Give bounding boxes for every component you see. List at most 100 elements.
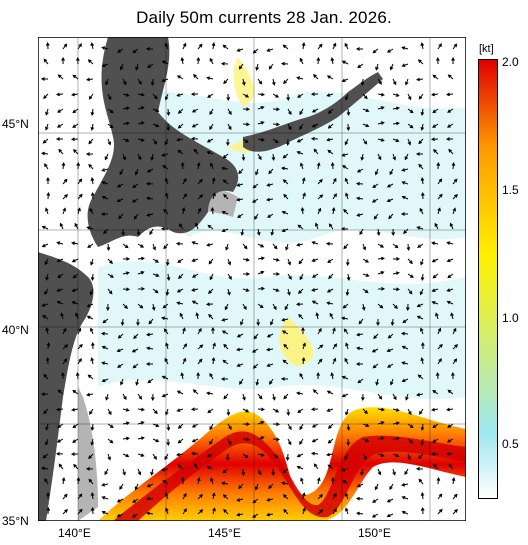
current-arrow xyxy=(447,108,454,113)
current-arrow xyxy=(344,138,349,146)
current-arrow xyxy=(355,181,364,186)
current-arrow xyxy=(222,179,229,185)
current-arrow xyxy=(311,108,319,113)
current-arrow xyxy=(208,258,214,265)
current-arrow xyxy=(100,331,109,336)
current-arrow xyxy=(182,327,186,335)
current-arrow xyxy=(152,453,157,460)
current-arrow xyxy=(191,241,199,245)
current-arrow xyxy=(131,348,139,353)
current-arrow xyxy=(327,149,334,155)
current-arrow xyxy=(223,393,229,400)
current-arrow xyxy=(447,389,454,395)
current-arrow xyxy=(241,468,246,477)
current-arrow xyxy=(317,327,322,335)
y-tick-45n: 45°N xyxy=(2,117,29,131)
current-arrow xyxy=(257,453,265,457)
current-arrow xyxy=(209,423,214,431)
current-arrow xyxy=(137,78,142,85)
current-arrow xyxy=(206,465,214,470)
current-arrow xyxy=(314,222,319,230)
current-arrow xyxy=(146,168,154,173)
grid-lines xyxy=(38,37,466,521)
current-arrow xyxy=(90,341,95,350)
current-arrow xyxy=(193,148,199,155)
current-arrow xyxy=(101,496,109,500)
current-arrow xyxy=(88,478,94,485)
current-arrow xyxy=(297,224,304,230)
current-arrow xyxy=(392,106,400,111)
current-arrow xyxy=(400,212,409,216)
current-arrow xyxy=(70,452,79,456)
current-arrow xyxy=(46,491,50,500)
current-arrow xyxy=(452,178,458,185)
current-arrow xyxy=(341,393,349,398)
current-arrow xyxy=(137,393,143,400)
current-arrow xyxy=(101,361,109,365)
current-arrow xyxy=(103,228,109,235)
current-arrow xyxy=(137,271,145,275)
current-arrow xyxy=(71,407,79,412)
current-arrow xyxy=(332,508,337,515)
current-arrow xyxy=(301,357,306,365)
current-arrow xyxy=(257,243,265,248)
current-arrow xyxy=(432,123,439,128)
current-arrow xyxy=(402,318,409,324)
current-arrow xyxy=(57,423,64,428)
current-arrow xyxy=(299,372,304,380)
current-arrow xyxy=(377,106,385,110)
current-arrow xyxy=(55,137,64,141)
current-arrow xyxy=(179,312,184,320)
current-arrow xyxy=(74,222,79,230)
current-arrow xyxy=(211,326,215,335)
current-arrow xyxy=(191,258,199,262)
current-arrow xyxy=(106,243,111,251)
current-arrow xyxy=(131,198,139,203)
current-arrow xyxy=(332,327,336,335)
current-arrow xyxy=(43,373,49,380)
current-arrow xyxy=(287,438,292,446)
current-arrow xyxy=(432,149,439,155)
current-arrow xyxy=(72,438,79,443)
current-arrow xyxy=(355,496,364,501)
current-arrow xyxy=(44,438,49,446)
current-arrow xyxy=(431,300,439,305)
current-arrow xyxy=(346,108,351,117)
current-arrow xyxy=(206,391,214,396)
current-arrow xyxy=(227,123,232,131)
current-arrow xyxy=(374,168,379,176)
current-arrow xyxy=(145,47,154,51)
current-arrow xyxy=(257,106,265,110)
current-arrow xyxy=(55,92,64,97)
current-arrow xyxy=(190,136,199,141)
current-arrow xyxy=(345,192,349,200)
current-arrow xyxy=(105,303,110,312)
current-arrow xyxy=(89,288,94,296)
current-arrow xyxy=(266,333,274,338)
current-arrow xyxy=(446,123,454,128)
current-arrow xyxy=(452,344,459,350)
current-arrow xyxy=(101,195,109,200)
current-arrow xyxy=(197,178,203,185)
current-arrow xyxy=(101,63,109,68)
current-arrow xyxy=(326,75,334,80)
current-arrow xyxy=(77,358,82,365)
current-arrow xyxy=(446,438,454,443)
current-arrow xyxy=(452,207,457,215)
current-arrow xyxy=(280,377,289,381)
current-arrow xyxy=(192,74,199,80)
current-arrow xyxy=(41,466,49,471)
current-arrow xyxy=(146,483,154,488)
current-arrow xyxy=(299,162,304,170)
current-arrow xyxy=(316,56,321,65)
current-arrow xyxy=(225,243,229,251)
current-arrow xyxy=(405,393,409,401)
current-arrow xyxy=(44,288,49,295)
current-arrow xyxy=(236,512,244,517)
current-arrow xyxy=(280,61,289,66)
current-arrow xyxy=(392,138,400,143)
current-arrow xyxy=(326,408,334,412)
current-arrow xyxy=(401,361,409,365)
current-arrow xyxy=(72,389,79,395)
current-arrow xyxy=(104,468,109,476)
